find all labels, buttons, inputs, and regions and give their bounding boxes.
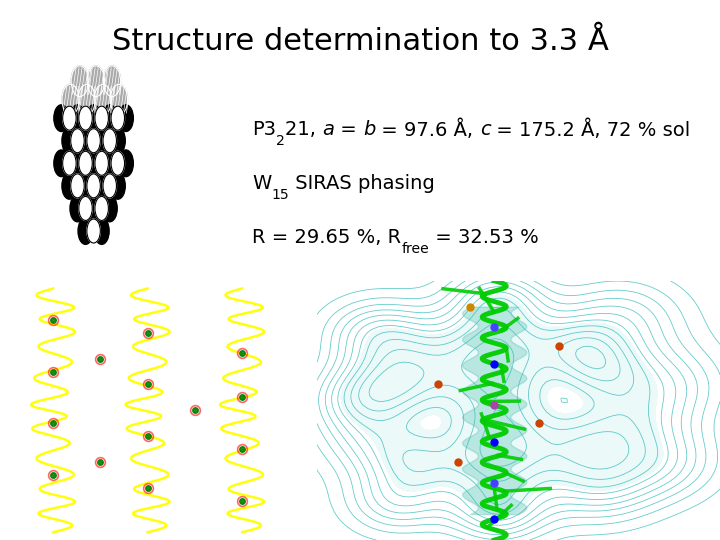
Circle shape [104,66,121,97]
Circle shape [102,195,117,222]
Circle shape [70,150,85,177]
Text: 2: 2 [276,134,285,149]
Circle shape [86,150,101,177]
Circle shape [87,174,100,198]
Circle shape [78,151,92,176]
Circle shape [95,106,109,130]
Circle shape [71,174,84,198]
Circle shape [71,66,89,97]
Text: = 175.2 Å, 72 % sol: = 175.2 Å, 72 % sol [490,119,690,140]
Circle shape [70,105,85,132]
Circle shape [78,218,93,244]
Circle shape [94,218,109,244]
Text: = 97.6 Å,: = 97.6 Å, [375,119,480,140]
Circle shape [71,129,84,153]
Circle shape [63,106,76,130]
Circle shape [63,151,76,176]
Circle shape [95,197,109,220]
Circle shape [110,127,125,154]
Circle shape [70,195,85,222]
Text: = 32.53 %: = 32.53 % [429,228,539,247]
Circle shape [78,197,92,220]
Circle shape [87,66,104,97]
Text: =: = [334,120,363,139]
Circle shape [86,195,101,222]
Circle shape [78,106,92,130]
Circle shape [111,106,125,130]
Circle shape [95,151,109,176]
Circle shape [62,172,77,199]
Circle shape [94,127,109,154]
Text: b: b [363,120,375,139]
Text: 21,: 21, [285,120,322,139]
Circle shape [54,105,69,132]
Text: R = 29.65 %, R: R = 29.65 %, R [252,228,401,247]
Circle shape [111,151,125,176]
Circle shape [94,84,112,115]
Text: free: free [401,242,429,256]
Text: a: a [322,120,334,139]
Circle shape [103,174,117,198]
Circle shape [102,150,117,177]
Circle shape [102,105,117,132]
Text: SIRAS phasing: SIRAS phasing [289,174,435,193]
Circle shape [87,219,100,243]
Text: W: W [252,174,271,193]
Circle shape [118,105,133,132]
Circle shape [87,129,100,153]
Text: c: c [480,120,490,139]
Circle shape [78,127,93,154]
Circle shape [103,129,117,153]
Circle shape [118,150,133,177]
Circle shape [110,84,127,115]
Text: Structure determination to 3.3 Å: Structure determination to 3.3 Å [112,27,608,56]
Circle shape [110,172,125,199]
Circle shape [78,172,93,199]
Text: 15: 15 [271,188,289,202]
Circle shape [86,105,101,132]
Circle shape [94,172,109,199]
Circle shape [54,150,69,177]
Circle shape [62,127,77,154]
Text: P3: P3 [252,120,276,139]
Circle shape [62,84,79,115]
Circle shape [78,84,95,115]
